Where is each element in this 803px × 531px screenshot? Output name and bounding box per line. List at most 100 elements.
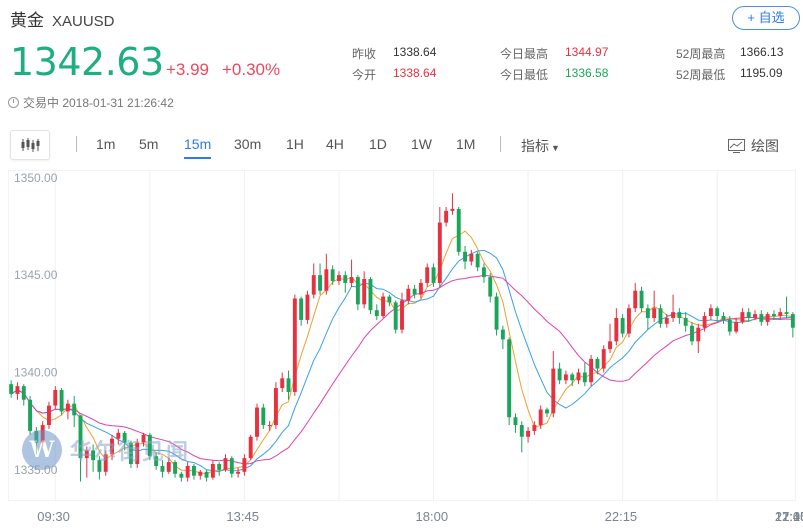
candle: [242, 458, 247, 472]
candle: [507, 339, 512, 418]
period-tab-1m[interactable]: 1m: [96, 136, 116, 152]
candle: [431, 267, 436, 283]
candle: [418, 282, 423, 295]
instrument-name: 黄金: [10, 11, 44, 30]
toolbar-divider: [500, 136, 501, 152]
candle: [122, 432, 127, 443]
candle: [210, 464, 215, 478]
week52-high-value: 1366.13: [740, 45, 784, 59]
period-tab-1W[interactable]: 1W: [411, 136, 432, 152]
candle: [696, 327, 701, 342]
candle: [784, 312, 789, 315]
candle: [72, 403, 77, 416]
candle: [771, 314, 776, 317]
candle: [545, 409, 549, 414]
candle: [160, 465, 165, 472]
candle: [437, 222, 442, 283]
candle: [734, 321, 739, 332]
candle: [229, 458, 234, 474]
indicator-label: 指标: [521, 138, 549, 154]
candle: [337, 275, 341, 281]
candle: [601, 349, 606, 369]
candle: [639, 290, 644, 309]
candle: [677, 312, 682, 318]
trading-status-text: 交易中 2018-01-31 21:26:42: [23, 96, 174, 110]
candle: [551, 368, 556, 414]
candle: [690, 325, 694, 342]
candle: [570, 374, 575, 381]
candle: [154, 456, 159, 466]
period-tab-1D[interactable]: 1D: [369, 136, 387, 152]
candle: [21, 386, 26, 400]
candle: [532, 425, 537, 431]
clock-icon: [8, 97, 19, 108]
candle: [538, 409, 543, 426]
draw-label: 绘图: [751, 138, 779, 154]
x-tick-label: 12:45: [774, 509, 803, 524]
candle: [563, 374, 568, 381]
candle: [652, 308, 657, 318]
period-tab-15m[interactable]: 15m: [184, 136, 212, 159]
candlestick-type-icon[interactable]: [10, 130, 50, 160]
candle: [84, 450, 89, 459]
candle: [576, 372, 581, 381]
candle: [273, 388, 278, 426]
candle: [267, 425, 272, 427]
candle: [305, 294, 310, 320]
draw-tool-button[interactable]: 绘图: [728, 136, 779, 156]
candle: [614, 317, 619, 342]
candle: [765, 314, 770, 322]
open-value: 1338.64: [393, 66, 437, 80]
candle: [582, 372, 587, 383]
price-change-percent: +0.30%: [222, 60, 281, 79]
period-tab-1H[interactable]: 1H: [286, 136, 304, 152]
x-tick-label: 18:00: [415, 509, 449, 524]
candle: [173, 462, 178, 474]
period-tab-1M[interactable]: 1M: [456, 136, 476, 152]
candle: [702, 316, 707, 328]
candle: [645, 308, 650, 318]
candle: [204, 471, 209, 478]
indicator-dropdown[interactable]: 指标 ▼: [521, 136, 560, 156]
candle: [683, 317, 688, 326]
candle: [721, 316, 726, 320]
candle: [526, 430, 531, 437]
add-watchlist-button[interactable]: + 自选: [732, 6, 800, 30]
candle: [456, 208, 461, 252]
candle: [110, 438, 114, 455]
candle: [400, 300, 404, 330]
candle: [500, 329, 505, 340]
period-tab-5m[interactable]: 5m: [139, 136, 159, 152]
candle: [425, 267, 430, 283]
candle: [494, 296, 499, 330]
candle: [78, 415, 83, 459]
candle: [475, 253, 480, 268]
candle: [141, 434, 146, 443]
candle: [128, 442, 133, 465]
y-tick-label: 1340.00: [14, 365, 58, 379]
candle: [595, 358, 600, 369]
period-tab-30m[interactable]: 30m: [234, 136, 262, 152]
last-price: 1342.63: [10, 40, 164, 84]
period-tab-4H[interactable]: 4H: [326, 136, 344, 152]
candle: [368, 279, 373, 311]
candle: [255, 407, 259, 437]
candle: [406, 288, 411, 301]
candle: [513, 417, 518, 426]
candle: [608, 341, 612, 350]
x-tick-label: 13:45: [226, 509, 259, 524]
candle: [469, 253, 474, 262]
candle: [589, 358, 594, 383]
candle: [790, 314, 795, 328]
candle: [28, 399, 33, 431]
candle: [103, 454, 108, 472]
x-tick-label: 09:30: [37, 509, 70, 524]
candle: [166, 462, 171, 472]
candle: [192, 465, 196, 476]
candle: [261, 407, 266, 426]
candle: [223, 458, 228, 470]
x-tick-label: 22:15: [604, 509, 638, 524]
candle: [53, 390, 58, 406]
candle: [450, 208, 455, 211]
